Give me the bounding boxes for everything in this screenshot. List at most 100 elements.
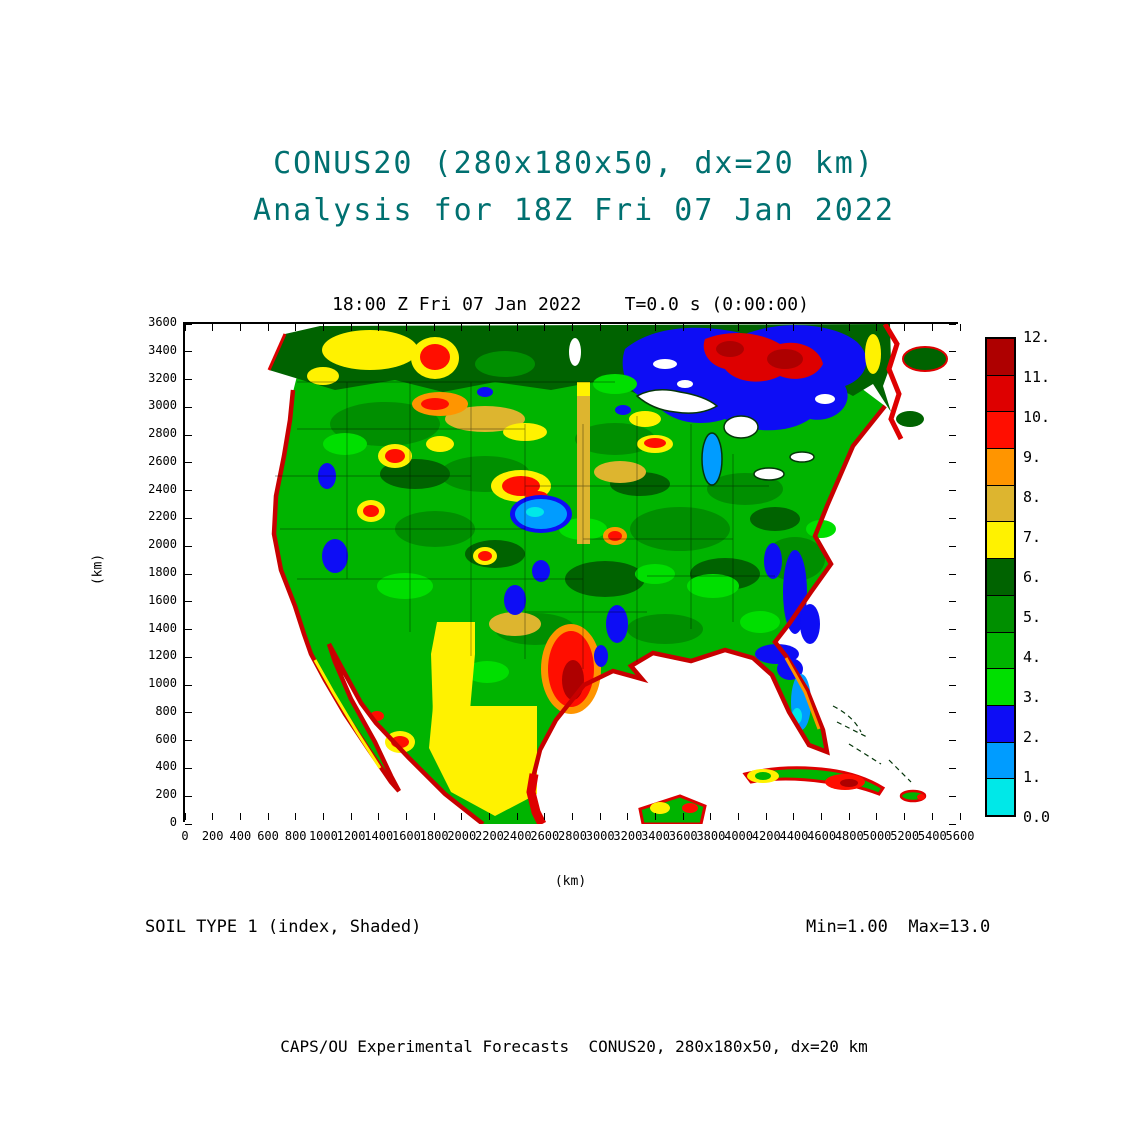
x-tick-label: 4200 — [751, 829, 781, 843]
x-tick-label: 2600 — [530, 829, 560, 843]
x-tick-label: 5400 — [917, 829, 947, 843]
y-axis-label: (km) — [90, 553, 106, 586]
y-tick-label: 3000 — [148, 398, 177, 413]
y-tick-mark — [185, 740, 192, 742]
field-label: SOIL TYPE 1 (index, Shaded) — [145, 917, 422, 937]
x-tick-label: 4400 — [779, 829, 809, 843]
green-patch — [896, 411, 924, 427]
colorbar-cell — [987, 521, 1014, 559]
y-tick-mark — [185, 462, 192, 464]
x-tick-mark — [821, 813, 823, 820]
x-tick-mark — [322, 324, 324, 331]
green-patch — [475, 351, 535, 377]
x-tick-mark — [350, 324, 352, 331]
x-tick-mark — [322, 813, 324, 820]
red-patch — [420, 344, 450, 370]
x-tick-mark — [738, 324, 740, 331]
dark-red-core — [716, 341, 744, 357]
x-tick-label: 3400 — [641, 829, 670, 843]
y-tick-label: 600 — [155, 731, 177, 746]
x-tick-mark — [793, 813, 795, 820]
x-tick-mark — [821, 324, 823, 331]
y-tick-mark — [949, 767, 956, 769]
state-boundaries — [275, 381, 775, 669]
dark-red-core — [767, 349, 803, 369]
y-tick-mark — [185, 656, 192, 658]
x-tick-label: 2200 — [475, 829, 504, 843]
plot-frame — [183, 322, 961, 825]
bc-coastline — [267, 333, 287, 371]
x-tick-mark — [350, 813, 352, 820]
lake — [569, 338, 581, 366]
y-tick-mark — [949, 573, 956, 575]
x-tick-label: 1000 — [308, 829, 338, 843]
y-tick-label: 200 — [155, 787, 177, 802]
colorbar-label: 11. — [1023, 368, 1051, 386]
y-tick-mark — [949, 545, 956, 547]
x-tick-label: 600 — [257, 829, 279, 843]
page-title-line1: CONUS20 (280x180x50, dx=20 km) — [273, 146, 875, 181]
colorbar-labels: 0.0 1. 2. 3. 4. 5. 6. 7. 8. 9. 10. 11. 12. — [1023, 328, 1083, 826]
x-tick-mark — [378, 813, 380, 820]
newfoundland — [902, 346, 948, 372]
x-tick-mark — [516, 813, 518, 820]
plot-subtitle: 18:00 Z Fri 07 Jan 2022 T=0.0 s (0:00:00… — [332, 294, 809, 315]
y-tick-label: 3200 — [148, 370, 177, 385]
y-tick-mark — [949, 351, 956, 353]
canada-yellow-patch — [307, 367, 339, 385]
colorbar-label: 4. — [1023, 648, 1042, 666]
yellow-region — [429, 622, 537, 816]
x-tick-label: 400 — [229, 829, 252, 843]
x-tick-mark — [848, 813, 850, 820]
y-tick-mark — [185, 517, 192, 519]
x-tick-mark — [295, 324, 297, 331]
colorbar-cell — [987, 339, 1014, 375]
y-tick-mark — [949, 712, 956, 714]
x-tick-mark — [904, 813, 906, 820]
x-tick-mark — [488, 813, 490, 820]
x-tick-mark — [959, 813, 961, 820]
x-tick-label: 1800 — [419, 829, 449, 843]
y-tick-mark — [949, 684, 956, 686]
colorbar-label: 2. — [1023, 728, 1042, 746]
baja-yellow-line — [313, 659, 382, 769]
colorbar-cell — [987, 594, 1014, 632]
x-tick-label: 2800 — [558, 829, 587, 843]
y-tick-label: 3400 — [148, 342, 177, 357]
y-tick-mark — [185, 712, 192, 714]
page-title-line2: Analysis for 18Z Fri 07 Jan 2022 — [253, 193, 895, 228]
x-tick-mark — [461, 324, 463, 331]
red-features — [357, 392, 673, 714]
x-tick-mark — [378, 324, 380, 331]
x-tick-mark — [876, 813, 878, 820]
y-tick-mark — [949, 601, 956, 603]
x-tick-mark — [516, 324, 518, 331]
y-tick-label: 2400 — [148, 481, 177, 496]
x-axis-label: (km) — [554, 874, 587, 889]
x-tick-mark — [682, 324, 684, 331]
x-tick-mark — [267, 324, 269, 331]
y-tick-mark — [949, 434, 956, 436]
x-tick-label: 4600 — [807, 829, 837, 843]
x-tick-mark — [184, 324, 186, 331]
colorbar-cell — [987, 484, 1014, 522]
x-tick-mark — [627, 324, 629, 331]
colorbar — [985, 337, 1016, 817]
x-tick-mark — [572, 813, 573, 820]
lake — [653, 359, 677, 369]
y-tick-mark — [185, 823, 192, 825]
y-axis-tick-labels: 3600 3400 3200 3000 2800 2600 2400 2200 2000 1800… — [119, 315, 177, 829]
colorbar-cell — [987, 374, 1014, 412]
y-tick-label: 2600 — [148, 453, 177, 468]
y-tick-mark — [185, 573, 192, 575]
y-tick-label: 2000 — [148, 537, 177, 552]
x-tick-label: 0 — [181, 829, 189, 843]
colorbar-label: 7. — [1023, 528, 1042, 546]
y-tick-mark — [185, 629, 192, 631]
x-tick-mark — [239, 813, 241, 820]
y-tick-mark — [185, 767, 192, 769]
y-tick-mark — [185, 379, 192, 381]
footer-text: CAPS/OU Experimental Forecasts CONUS20, … — [280, 1037, 868, 1056]
y-tick-mark — [185, 795, 192, 797]
x-tick-mark — [239, 324, 241, 331]
